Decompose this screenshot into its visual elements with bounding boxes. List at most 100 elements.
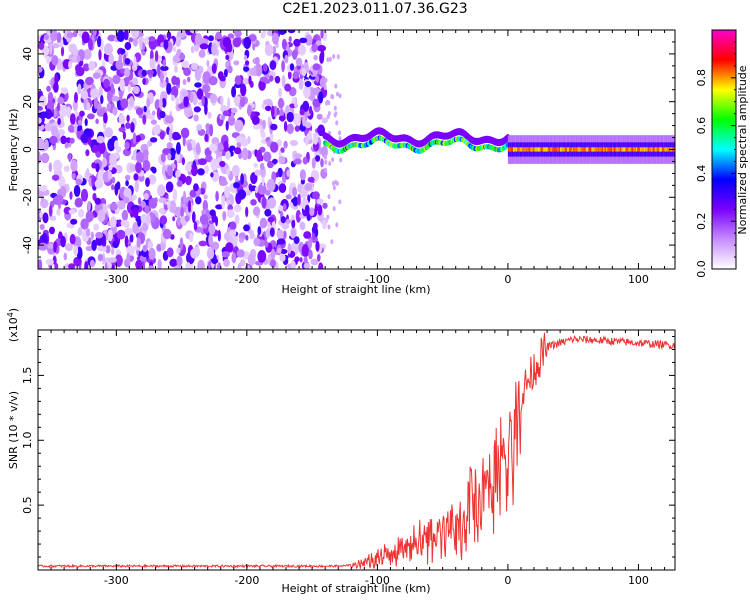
- spectrogram-cell: [103, 112, 108, 124]
- spectrogram-cell: [40, 152, 50, 164]
- spectrogram-cell: [167, 153, 172, 161]
- spectrogram-cell: [582, 147, 584, 152]
- spectrogram-cell: [603, 147, 605, 152]
- spectrogram-cell: [254, 63, 263, 77]
- spectrogram-cell: [69, 137, 75, 144]
- spectrogram-cell: [272, 158, 278, 164]
- spectrogram-cell: [269, 60, 277, 71]
- spectrogram-cell: [87, 200, 91, 212]
- spectrogram-cell: [294, 125, 301, 132]
- snr-line-series: [38, 332, 675, 570]
- spectrogram-cell: [578, 147, 580, 152]
- spectrogram-cell: [92, 30, 97, 37]
- spectrogram-cell: [123, 219, 129, 227]
- spectrogram-cell: [646, 147, 648, 152]
- spectrogram-cell: [543, 147, 545, 152]
- spectrogram-cell: [124, 67, 130, 78]
- spectrogram-cell: [60, 87, 69, 95]
- spectrogram-y-label: Frequency (Hz): [7, 109, 20, 192]
- spectrogram-cell: [127, 84, 131, 93]
- spectrogram-cell: [216, 262, 222, 269]
- spectrogram-cell: [97, 35, 102, 48]
- spectrogram-cell: [570, 147, 572, 152]
- spectrogram-cell: [622, 147, 625, 152]
- spectrogram-cell: [125, 180, 129, 187]
- spectrogram-cell: [68, 60, 72, 70]
- spectrogram-cell: [648, 147, 651, 152]
- spectrogram-cell: [317, 45, 327, 52]
- spectrogram-cell: [566, 147, 569, 152]
- spectrogram-cell: [541, 147, 544, 152]
- spectrogram-cell: [160, 65, 169, 72]
- spectrogram-cell: [302, 156, 308, 165]
- spectrogram-cell: [74, 197, 83, 208]
- spectrogram-cell: [130, 122, 135, 133]
- spectrogram-cell: [102, 157, 107, 168]
- spectrogram-cell: [523, 147, 525, 152]
- spectrogram-cell: [652, 147, 655, 152]
- spectrogram-cell: [562, 147, 565, 152]
- spectrogram-cell: [160, 72, 164, 84]
- spectrogram-cell: [326, 214, 330, 220]
- spectrogram-cell: [237, 189, 247, 200]
- spectrogram-cell: [253, 162, 258, 168]
- spectrogram-cell: [84, 261, 89, 269]
- spectrogram-cell: [291, 186, 298, 197]
- spectrogram-cell: [148, 265, 155, 269]
- spectrogram-cell: [82, 49, 92, 60]
- spectrogram-cell: [588, 147, 591, 152]
- spectrogram-cell: [510, 147, 512, 152]
- spectrogram-cell: [193, 221, 198, 231]
- spectrogram-cell: [324, 167, 328, 173]
- spectrogram-cell: [43, 34, 49, 40]
- spectrogram-cell: [327, 224, 331, 230]
- spectrogram-cell: [48, 205, 53, 217]
- spectrogram-cell: [193, 106, 201, 113]
- spectrogram-cell: [145, 214, 151, 226]
- spectrogram-cell: [107, 34, 117, 42]
- spectrogram-cell: [328, 56, 332, 62]
- spectrogram-cell: [38, 105, 43, 112]
- spectrogram-cell: [259, 162, 265, 171]
- spectrogram-cell: [66, 32, 75, 38]
- spectrogram-cell: [254, 186, 258, 194]
- spectrogram-cell: [105, 245, 111, 254]
- spectrogram-cell: [309, 105, 313, 115]
- spectrogram-cell: [86, 168, 90, 178]
- spectrogram-cell: [124, 141, 130, 150]
- spectrogram-cell: [605, 147, 608, 152]
- spectrogram-cell: [226, 168, 231, 176]
- spectrogram-cell: [544, 147, 546, 152]
- spectrogram-cell: [136, 151, 145, 164]
- spectrogram-cell: [263, 151, 272, 162]
- spectrogram-cell: [204, 164, 210, 174]
- spectrogram-cell: [227, 42, 233, 53]
- spectrogram-cell: [262, 119, 266, 130]
- spectrogram-cell: [187, 200, 192, 213]
- spectrogram-cell: [568, 147, 570, 152]
- spectrogram-cell: [643, 147, 646, 152]
- spectrogram-cell: [131, 30, 140, 39]
- spectrogram-cell: [79, 110, 85, 117]
- spectrogram-cell: [308, 130, 312, 141]
- spectrogram-cell: [90, 88, 99, 99]
- spectrogram-cell: [243, 55, 248, 61]
- spectrogram-cell: [249, 229, 254, 240]
- spectrogram-cell: [338, 136, 342, 142]
- spectrogram-cell: [665, 147, 668, 152]
- spectrogram-cell: [93, 223, 100, 231]
- spectrogram-cell: [149, 58, 156, 70]
- spectrogram-cell: [166, 31, 172, 40]
- spectrogram-cell: [278, 88, 282, 98]
- spectrogram-cell: [233, 182, 240, 189]
- spectrogram-cell: [108, 153, 117, 165]
- spectrogram-cell: [654, 147, 656, 152]
- spectrogram-cell: [232, 37, 241, 48]
- snr-y-axis: 0.5 1.0 1.5: [21, 335, 675, 558]
- spectrogram-cell: [64, 263, 70, 269]
- colorbar-tick-label: 0.8: [695, 69, 708, 87]
- spectrogram-cell: [198, 49, 206, 58]
- spectrogram-cell: [291, 97, 296, 104]
- spectrogram-cell: [77, 119, 83, 126]
- spectrogram-cell: [253, 206, 261, 216]
